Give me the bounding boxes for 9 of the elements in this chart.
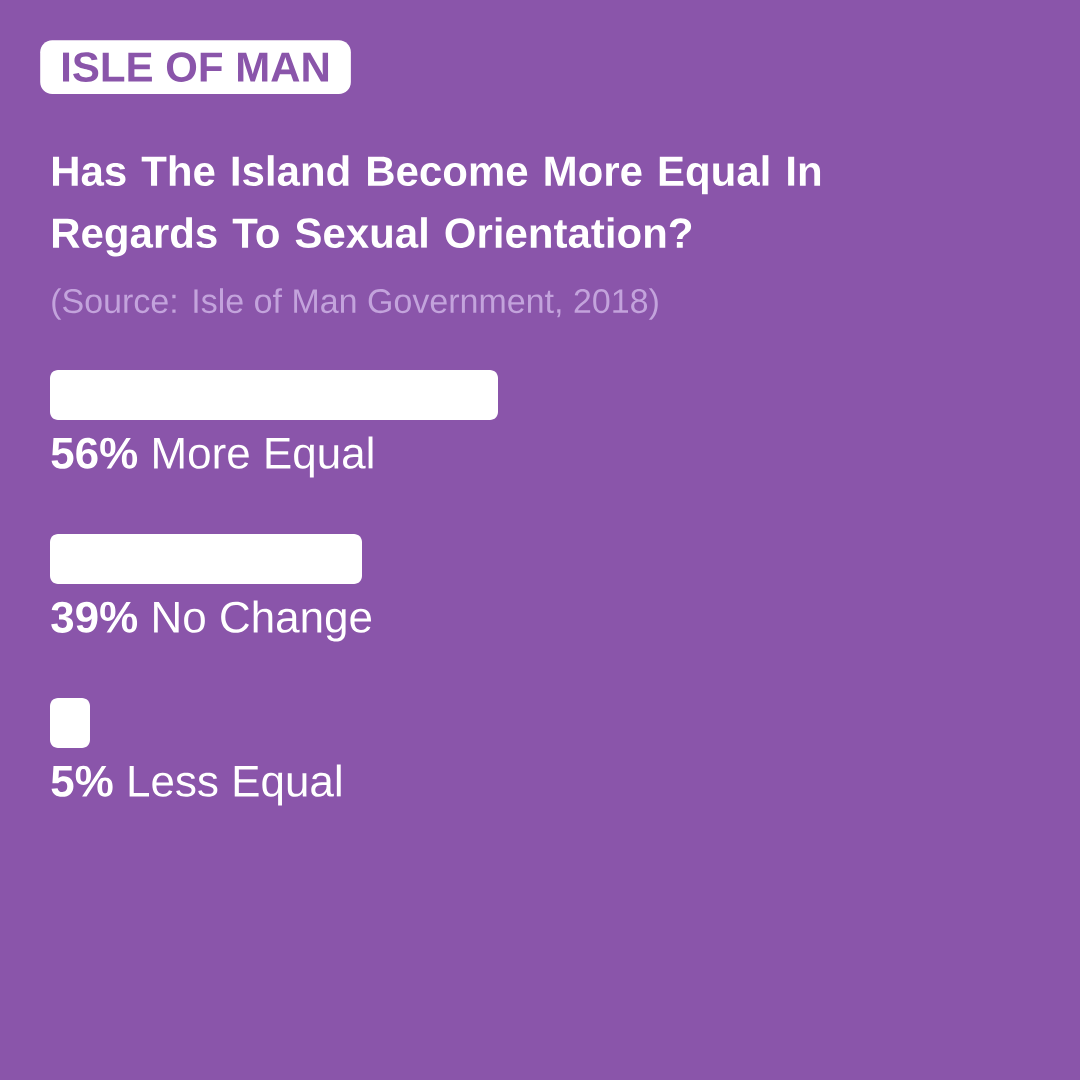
chart-subtitle: ISLE OF MAN <box>63 52 329 82</box>
data-label: 56% <box>51 437 138 469</box>
y-tick-label: Less Equal <box>129 764 341 806</box>
y-tick-label: No Change <box>154 600 372 642</box>
text: (Source: Isle of Man Government, 2018) <box>52 288 658 320</box>
y-tick-label: More Equal <box>154 436 373 478</box>
chart-title: Has The Island Become More Equal In Regards To Sexual Orientation? <box>53 155 821 257</box>
data-label: 39% <box>51 601 138 633</box>
data-label: 5% <box>51 765 113 797</box>
